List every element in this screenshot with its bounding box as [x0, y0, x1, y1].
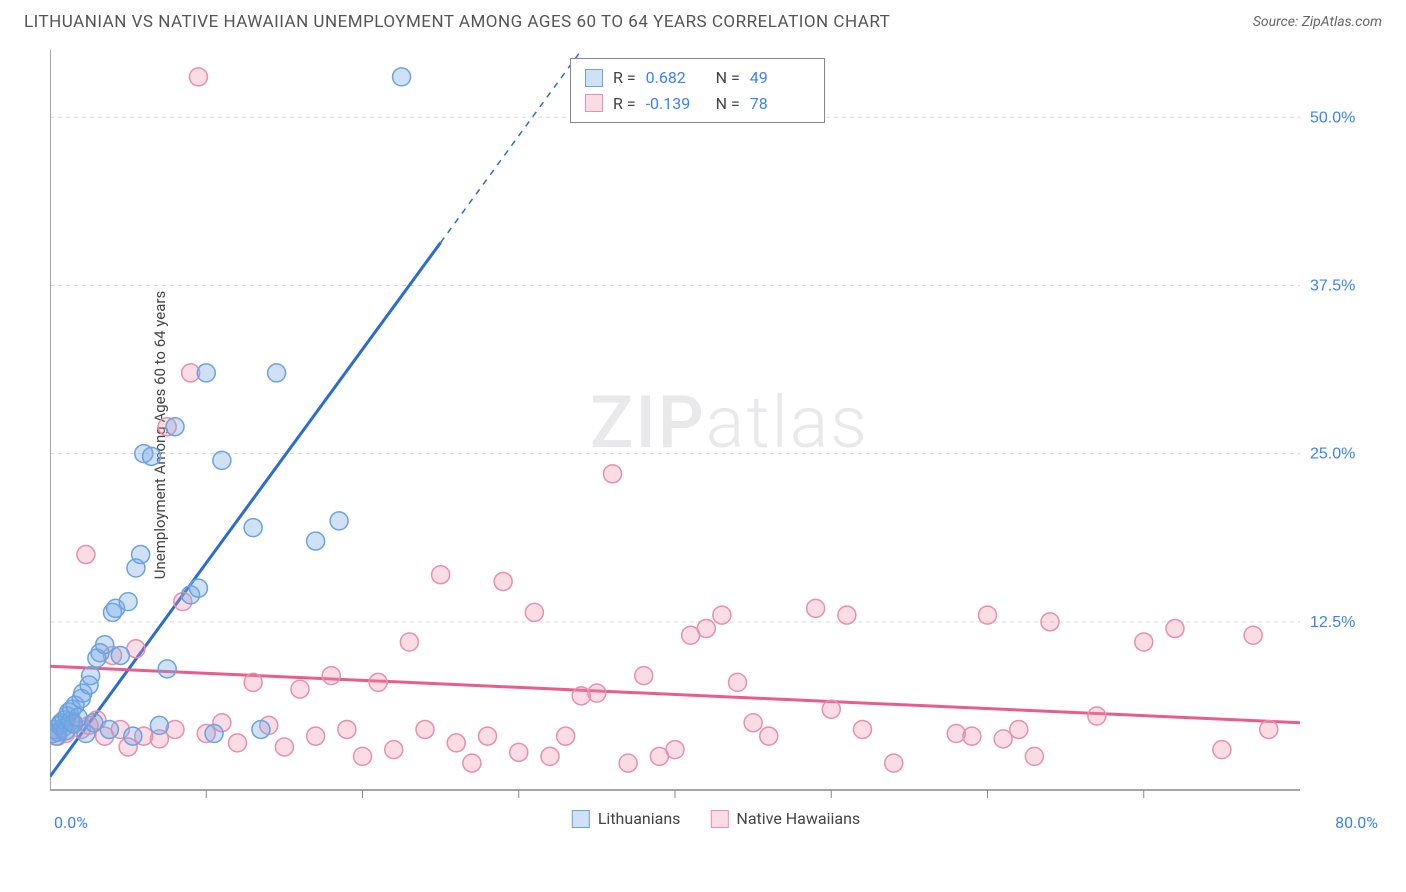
legend-item-2: Native Hawaiians [710, 809, 860, 828]
stats-n-label-1: N = [716, 65, 740, 91]
stats-row-1: R = 0.682 N = 49 [585, 65, 810, 91]
chart-title: LITHUANIAN VS NATIVE HAWAIIAN UNEMPLOYME… [24, 12, 890, 32]
stats-swatch-1 [585, 69, 603, 87]
legend-swatch-2 [710, 810, 728, 828]
stats-n-value-1: 49 [750, 65, 810, 91]
stats-legend-box: R = 0.682 N = 49 R = -0.139 N = 78 [570, 58, 825, 123]
x-axis-start-label: 0.0% [54, 813, 88, 832]
legend-label-2: Native Hawaiians [736, 809, 860, 828]
stats-r-value-2: -0.139 [646, 91, 706, 117]
chart-header: LITHUANIAN VS NATIVE HAWAIIAN UNEMPLOYME… [0, 0, 1406, 40]
stats-row-2: R = -0.139 N = 78 [585, 91, 810, 117]
source-prefix: Source: [1253, 14, 1302, 30]
svg-text:25.0%: 25.0% [1310, 446, 1355, 463]
stats-r-label-1: R = [613, 65, 636, 91]
svg-text:12.5%: 12.5% [1310, 614, 1355, 631]
chart-area: Unemployment Among Ages 60 to 64 years 1… [50, 40, 1382, 830]
stats-r-value-1: 0.682 [646, 65, 706, 91]
legend-swatch-1 [572, 810, 590, 828]
svg-text:37.5%: 37.5% [1310, 277, 1355, 294]
stats-r-label-2: R = [613, 91, 636, 117]
stats-n-label-2: N = [716, 91, 740, 117]
stats-swatch-2 [585, 94, 603, 112]
legend-item-1: Lithuanians [572, 809, 681, 828]
stats-n-value-2: 78 [750, 91, 810, 117]
source-name: ZipAtlas.com [1302, 14, 1382, 30]
x-axis-end-label: 80.0% [1335, 813, 1378, 832]
svg-text:50.0%: 50.0% [1310, 109, 1355, 126]
chart-source: Source: ZipAtlas.com [1253, 14, 1382, 30]
legend-label-1: Lithuanians [598, 809, 681, 828]
bottom-legend: Lithuanians Native Hawaiians [572, 809, 860, 828]
scatter-plot: 12.5% 25.0% 37.5% 50.0% [50, 40, 1370, 830]
